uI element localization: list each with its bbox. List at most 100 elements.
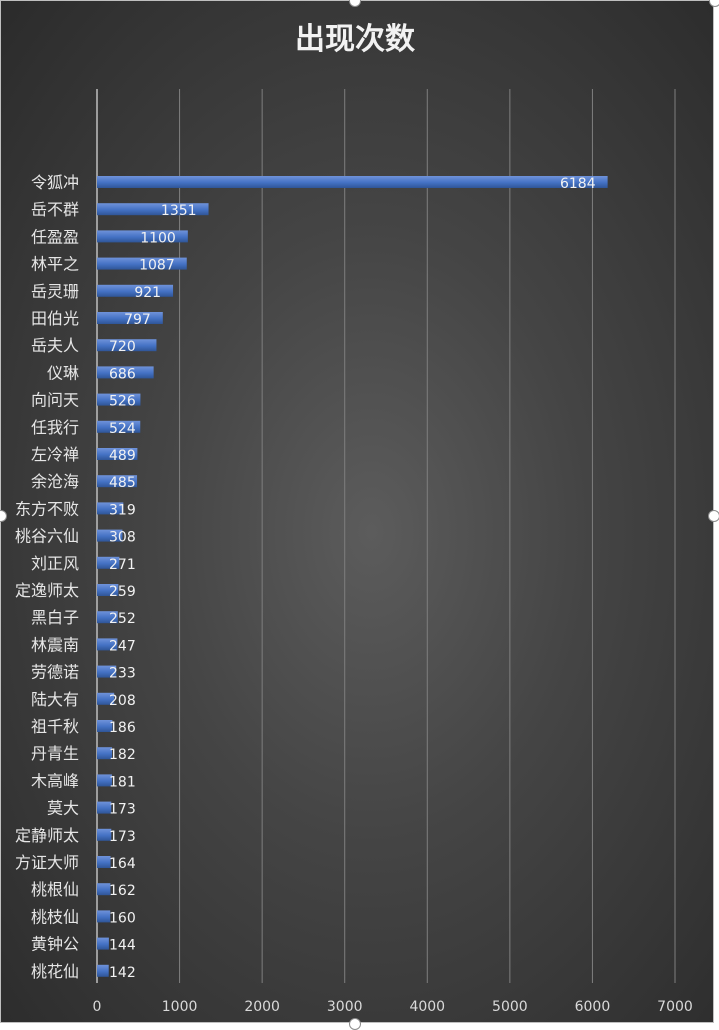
data-label: 252: [109, 611, 136, 627]
bar[interactable]: [97, 883, 111, 896]
bar[interactable]: [97, 502, 124, 515]
bar[interactable]: [97, 611, 118, 624]
data-label: 319: [109, 502, 136, 518]
data-label: 526: [109, 394, 136, 410]
bar[interactable]: [97, 230, 188, 243]
data-label: 160: [109, 910, 136, 926]
data-label: 489: [109, 448, 136, 464]
data-label: 173: [109, 829, 136, 845]
chart-title: 出现次数: [295, 22, 416, 57]
bar[interactable]: [97, 257, 187, 270]
x-tick-label: 7000: [657, 999, 693, 1015]
bar[interactable]: [97, 312, 163, 324]
data-label: 797: [124, 312, 151, 328]
bar[interactable]: [97, 964, 109, 977]
category-label: 刘正风: [31, 554, 79, 573]
bar[interactable]: [97, 774, 112, 787]
category-label: 陆大有: [31, 690, 79, 709]
bar[interactable]: [97, 284, 174, 297]
x-tick-label: 3000: [327, 999, 363, 1015]
category-label: 任我行: [31, 418, 79, 437]
x-tick-label: 4000: [409, 999, 445, 1015]
bar[interactable]: [97, 529, 123, 542]
data-label: 142: [109, 965, 136, 981]
bar[interactable]: [97, 910, 111, 923]
category-label: 劳德诺: [31, 663, 79, 682]
data-label: 524: [109, 421, 136, 437]
x-tick-label: 6000: [575, 999, 611, 1015]
category-label: 岳夫人: [31, 336, 79, 355]
category-label: 岳不群: [31, 200, 79, 219]
bar[interactable]: [97, 366, 154, 379]
bar[interactable]: [97, 393, 141, 406]
data-label: 720: [109, 339, 136, 355]
bar[interactable]: [97, 176, 608, 188]
data-label: 247: [109, 638, 136, 654]
category-label: 桃枝仙: [31, 907, 79, 926]
category-label: 左冷禅: [31, 445, 79, 464]
category-label: 林平之: [31, 255, 79, 274]
category-label: 祖千秋: [31, 717, 79, 736]
bars: 6184 1351 1100 1087 921 797 720 686 526 524 489 485…: [97, 176, 608, 981]
data-label: 233: [109, 666, 136, 682]
data-label: 1100: [140, 230, 176, 246]
bar[interactable]: [97, 420, 141, 433]
category-labels: 令狐冲岳不群任盈盈林平之岳灵珊田伯光岳夫人仪琳向问天任我行左冷禅余沧海东方不败桃…: [15, 173, 79, 981]
category-label: 木高峰: [31, 771, 79, 790]
x-tick-label: 5000: [492, 999, 528, 1015]
bar[interactable]: [97, 448, 138, 460]
category-label: 丹青生: [31, 744, 79, 763]
grid-lines: [96, 89, 676, 983]
bar[interactable]: [97, 937, 109, 950]
resize-handle-top-right[interactable]: [709, 0, 719, 7]
bar[interactable]: [97, 692, 115, 705]
bar[interactable]: [97, 665, 117, 678]
data-label: 686: [109, 366, 136, 382]
category-label: 岳灵珊: [31, 282, 79, 301]
data-label: 259: [109, 584, 136, 600]
category-label: 桃根仙: [31, 880, 79, 899]
bar[interactable]: [97, 801, 112, 814]
bar[interactable]: [97, 747, 113, 760]
data-label: 308: [109, 530, 136, 546]
bar[interactable]: [97, 720, 113, 732]
data-label: 6184: [560, 176, 596, 192]
category-label: 仪琳: [47, 363, 79, 382]
data-label: 271: [109, 557, 136, 573]
resize-handle-right[interactable]: [708, 510, 719, 522]
category-label: 余沧海: [31, 472, 79, 491]
category-label: 东方不败: [15, 499, 79, 518]
category-label: 向问天: [31, 391, 79, 410]
bar[interactable]: [97, 203, 209, 216]
data-label: 921: [134, 285, 161, 301]
category-label: 令狐冲: [31, 173, 79, 192]
data-label: 208: [109, 693, 136, 709]
data-label: 164: [109, 856, 136, 872]
data-label: 186: [109, 720, 136, 736]
x-tick-label: 0: [93, 999, 102, 1015]
bar[interactable]: [97, 556, 120, 569]
x-tick-label: 2000: [244, 999, 280, 1015]
bar[interactable]: [97, 584, 119, 596]
category-label: 桃花仙: [31, 962, 79, 981]
category-label: 桃谷六仙: [15, 527, 79, 546]
bar[interactable]: [97, 856, 111, 868]
category-label: 黑白子: [31, 608, 79, 627]
category-label: 定逸师太: [15, 581, 79, 600]
category-label: 田伯光: [31, 309, 79, 328]
data-label: 144: [109, 938, 136, 954]
resize-handle-bottom[interactable]: [349, 1018, 361, 1030]
category-label: 方证大师: [15, 853, 79, 872]
data-label: 1351: [161, 203, 197, 219]
data-label: 485: [109, 475, 136, 491]
x-tick-label: 1000: [162, 999, 198, 1015]
bar[interactable]: [97, 475, 138, 488]
bar[interactable]: [97, 339, 157, 352]
bar[interactable]: [97, 828, 112, 841]
data-label: 1087: [139, 258, 175, 274]
category-label: 黄钟公: [31, 935, 79, 954]
bar[interactable]: [97, 638, 118, 651]
category-label: 林震南: [31, 635, 79, 654]
category-label: 莫大: [47, 799, 79, 818]
